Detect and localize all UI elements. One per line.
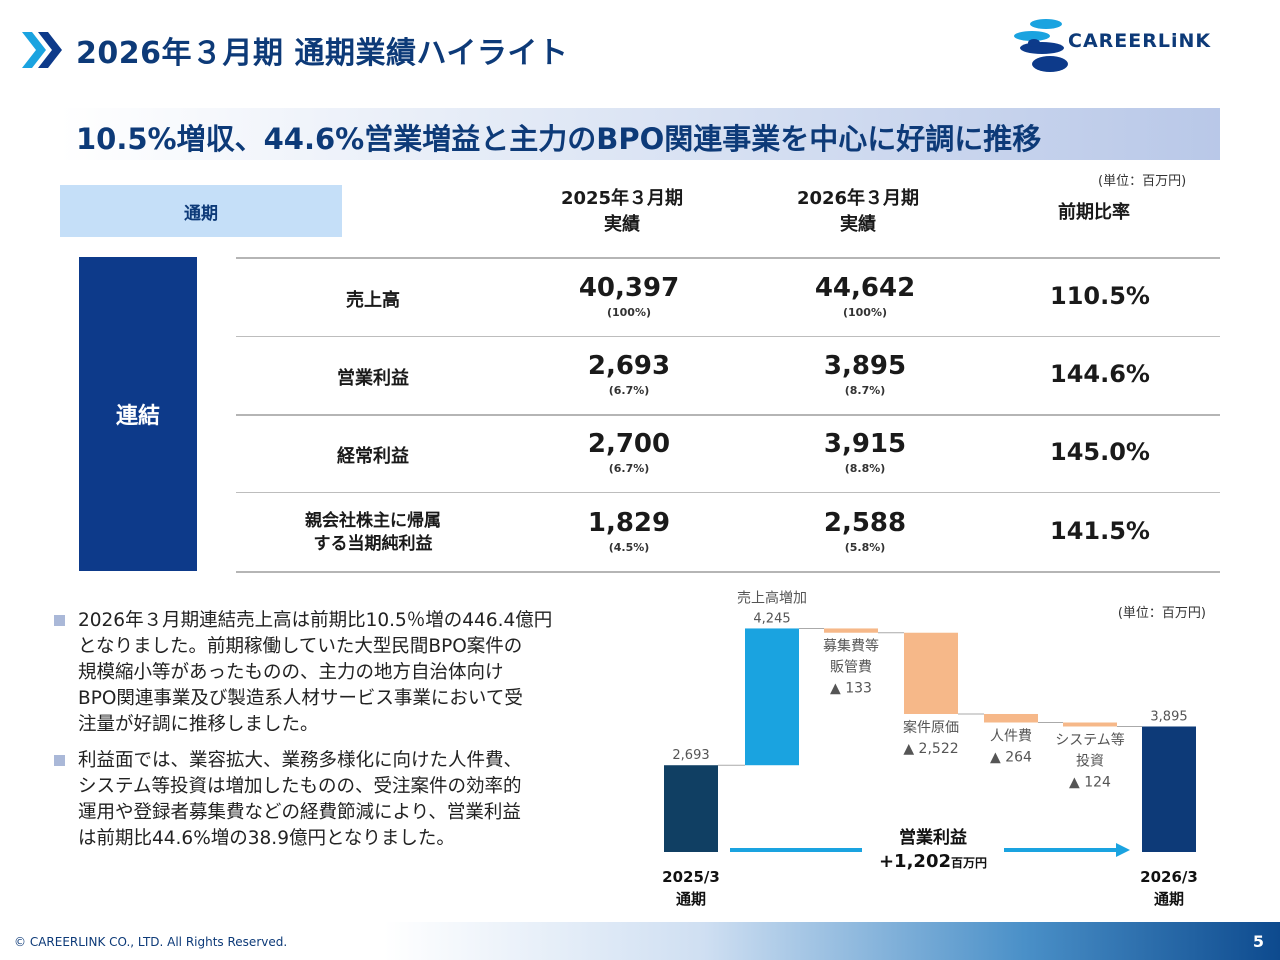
- annotation-number: +1,202: [879, 851, 951, 872]
- bullet-profit: 利益面では、業容拡大、業務多様化に向けた人件費、 システム等投資は増加したものの…: [54, 748, 614, 852]
- table-rule: [236, 414, 1220, 416]
- chevron-right-icon: [22, 32, 62, 68]
- logo-text: CAREERLiNK: [1068, 30, 1212, 52]
- table-cell-percent: (6.7%): [608, 384, 650, 397]
- annotation-unit: 百万円: [951, 856, 987, 870]
- table-cell-percent: (8.7%): [844, 384, 886, 397]
- arrow-head-icon: [1116, 843, 1130, 857]
- table-cell-value: 3,895: [823, 351, 907, 381]
- table-cell-value: 40,397: [578, 273, 680, 303]
- segment-label: 連結: [79, 257, 197, 571]
- row-label-net-income: 親会社株主に帰属 する当期純利益: [305, 511, 441, 554]
- table-cell-percent: (100%): [606, 306, 652, 319]
- copyright: © CAREERLINK CO., LTD. All Rights Reserv…: [14, 935, 288, 949]
- column-header-curr: 2026年３月期 実績: [796, 188, 920, 235]
- table-cell-ratio: 144.6%: [1050, 360, 1150, 388]
- column-header-prev: 2025年３月期 実績: [560, 188, 684, 235]
- data-label: 4,245: [753, 611, 790, 626]
- category-label: 売上高増加: [737, 590, 807, 606]
- category-label: 人件費: [990, 728, 1032, 744]
- bar-step: [745, 628, 799, 766]
- table-cell-percent: (5.8%): [844, 541, 886, 554]
- data-label: ▲ 2,522: [903, 741, 958, 757]
- annotation-value: +1,202百万円: [879, 851, 987, 872]
- bar-step: [904, 632, 958, 714]
- table-rule: [236, 571, 1220, 573]
- table-cell-ratio: 145.0%: [1050, 438, 1150, 466]
- page-number: 5: [1252, 932, 1264, 951]
- row-label-ordinary-profit: 経常利益: [337, 446, 409, 467]
- data-label: ▲ 124: [1069, 774, 1111, 790]
- table-cell-percent: (100%): [842, 306, 888, 319]
- table-unit: (単位：百万円): [1098, 174, 1187, 189]
- x-axis-label: 通期: [676, 890, 706, 908]
- table-cell-value: 3,915: [823, 429, 907, 459]
- bullet-sales: 2026年３月期連結売上高は前期比10.5％増の446.4億円 となりました。前…: [54, 608, 614, 738]
- bullet-square-icon: [54, 755, 65, 766]
- x-axis-label: 2025/3: [662, 868, 720, 886]
- column-header-ratio: 前期比率: [1058, 202, 1130, 223]
- page-title: 2026年３月期 通期業績ハイライト: [76, 36, 569, 71]
- logo-mark-icon: [1014, 19, 1068, 72]
- annotation-label: 営業利益: [899, 827, 967, 848]
- table-cell-percent: (8.8%): [844, 462, 886, 475]
- chart-unit: (単位：百万円): [1118, 605, 1206, 621]
- x-axis-label: 2026/3: [1140, 868, 1198, 886]
- data-label: 3,895: [1150, 709, 1187, 724]
- x-axis-label: 通期: [1154, 890, 1184, 908]
- bar-start: [664, 765, 718, 852]
- category-label: 販管費: [830, 660, 872, 676]
- bar-step: [984, 713, 1038, 723]
- bar-end: [1142, 726, 1196, 852]
- commentary: 2026年３月期連結売上高は前期比10.5％増の446.4億円 となりました。前…: [54, 608, 614, 862]
- footer: © CAREERLINK CO., LTD. All Rights Reserv…: [0, 922, 1280, 960]
- table-cell-ratio: 141.5%: [1050, 517, 1150, 545]
- category-label: システム等: [1055, 731, 1125, 748]
- table-cell-value: 44,642: [814, 273, 916, 303]
- bullet-square-icon: [54, 615, 65, 626]
- table-cell-percent: (4.5%): [608, 541, 650, 554]
- table-rule: [236, 257, 1220, 259]
- table-cell-ratio: 110.5%: [1050, 282, 1150, 310]
- table-cell-value: 2,588: [823, 508, 907, 538]
- period-tag: 通期: [60, 185, 342, 237]
- headline-band: 10.5%増収、44.6%営業増益と主力のBPO関連事業を中心に好調に推移: [60, 108, 1220, 160]
- table-cell-value: 2,693: [587, 351, 671, 381]
- headline: 10.5%増収、44.6%営業増益と主力のBPO関連事業を中心に好調に推移: [76, 122, 1042, 156]
- bar-step: [1063, 722, 1117, 727]
- table-cell-value: 2,700: [587, 429, 671, 459]
- table-cell-value: 1,829: [587, 508, 671, 538]
- company-logo: CAREERLiNK: [1010, 16, 1230, 80]
- table-cell-percent: (6.7%): [608, 462, 650, 475]
- category-label: 募集費等: [823, 638, 879, 655]
- data-label: ▲ 133: [830, 681, 872, 697]
- row-label-operating-profit: 営業利益: [337, 368, 409, 389]
- category-label: 投資: [1076, 753, 1104, 769]
- table-rule: [236, 336, 1220, 337]
- row-label-sales: 売上高: [346, 290, 400, 311]
- category-label: 案件原価: [903, 719, 959, 736]
- table-rule: [236, 492, 1220, 493]
- data-label: 2,693: [672, 748, 709, 763]
- data-label: ▲ 264: [990, 749, 1032, 765]
- bar-step: [824, 628, 878, 633]
